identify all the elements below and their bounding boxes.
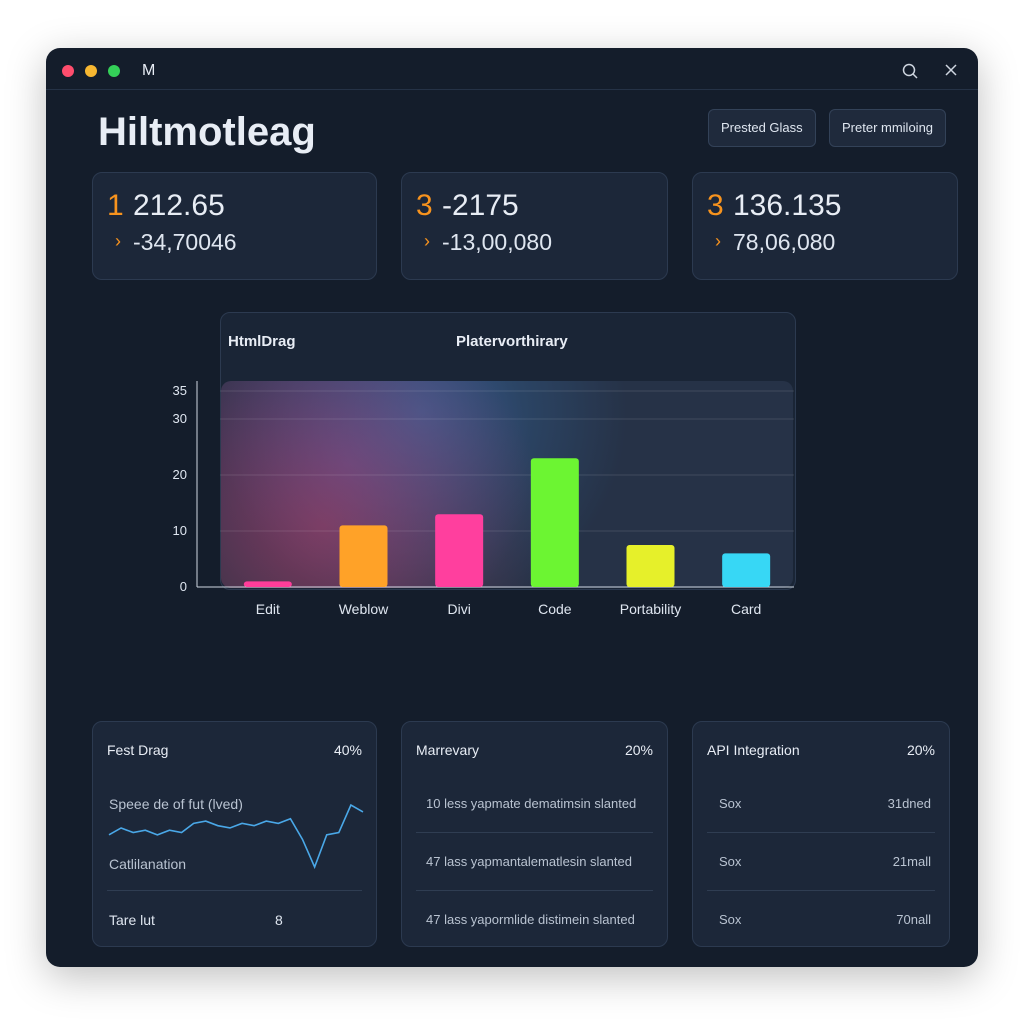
page-title: Hiltmotleag [98, 110, 316, 154]
chart-subtitle: Platervorthirary [456, 333, 568, 350]
stat-value: 136.135 [733, 189, 842, 222]
stat-value: -2175 [442, 189, 519, 222]
close-dot[interactable] [62, 65, 74, 77]
max-dot[interactable] [108, 65, 120, 77]
card-row: Speee de of fut (lved) [109, 796, 243, 812]
card-row: 47 lass yapmantalematlesin slanted [426, 854, 632, 869]
chart-panel [220, 312, 796, 590]
info-card: API Integration 20% Sox 31dned Sox 21mall Sox 7… [692, 721, 950, 947]
row-label: Sox [719, 854, 742, 869]
bar [339, 525, 388, 587]
sep [107, 890, 362, 891]
sep [416, 890, 653, 891]
card-percent: 40% [333, 742, 362, 758]
stat-index: 3 [416, 189, 433, 222]
sparkline-chart [108, 803, 364, 870]
row-value: 70nall [896, 912, 931, 927]
stat-delta: -34,70046 [133, 229, 237, 255]
x-tick-label: Code [538, 601, 572, 617]
stat-arrow-icon: › [424, 231, 430, 251]
stat-delta: -13,00,080 [442, 229, 552, 255]
sep [707, 832, 935, 833]
card-title: Marrevary [416, 742, 480, 758]
y-tick-label: 10 [173, 523, 187, 538]
x-tick-label: Weblow [339, 601, 389, 617]
bar [435, 514, 484, 587]
window-title: M [142, 62, 156, 79]
stat-value: 212.65 [133, 189, 225, 222]
chart-title: HtmlDrag [228, 333, 296, 350]
window-icons [902, 63, 957, 79]
card-title: API Integration [707, 742, 800, 758]
card-row: 10 less yapmate dematimsin slanted [426, 796, 637, 811]
info-card: Fest Drag 40% Speee de of fut (lved) Catlil… [92, 721, 377, 947]
window: M Hiltmotleag Prested Glass Preter mmilo… [46, 48, 978, 967]
sep [707, 890, 935, 891]
stat-card: 3 136.135 › 78,06,080 [692, 172, 958, 280]
row-value: 21mall [892, 854, 931, 869]
card-footer: Tare lut [109, 912, 155, 928]
card-percent: 20% [906, 742, 935, 758]
button[interactable]: Preter mmiloing [829, 109, 947, 147]
chart-glow [221, 381, 793, 588]
bar [626, 545, 675, 587]
x-tick-label: Portability [620, 601, 681, 617]
x-tick-label: Card [731, 601, 761, 617]
button[interactable]: Prested Glass [708, 109, 816, 147]
row-value: 31dned [887, 796, 931, 811]
card-title: Fest Drag [107, 742, 169, 758]
y-tick-label: 20 [173, 467, 187, 482]
bar [530, 458, 579, 587]
y-tick-label: 30 [173, 411, 187, 426]
bar [722, 553, 771, 587]
x-tick-label: Divi [447, 601, 470, 617]
stat-index: 3 [707, 189, 724, 222]
card-footer: 8 [275, 912, 283, 928]
stat-index: 1 [107, 189, 124, 222]
stat-card: 1 212.65 › -34,70046 [92, 172, 377, 280]
bar [243, 581, 292, 587]
sparkline [108, 803, 364, 870]
row-label: Sox [719, 912, 742, 927]
stat-delta: 78,06,080 [733, 229, 836, 255]
info-card: Marrevary 20% 10 less yapmate dematimsin s… [401, 721, 668, 947]
sep [416, 832, 653, 833]
title-bar-divider [46, 89, 978, 90]
row-label: Sox [719, 796, 742, 811]
stat-arrow-icon: › [715, 231, 721, 251]
chart: HtmlDrag Platervorthirary 0 10 20 30 35 Edit W… [173, 333, 794, 617]
card-row: Catlilanation [109, 856, 187, 872]
x-tick-label: Edit [256, 601, 280, 617]
y-tick-label: 0 [180, 579, 187, 594]
card-percent: 20% [624, 742, 653, 758]
y-tick-label: 35 [173, 383, 187, 398]
card-row: 47 lass yapormlide distimein slanted [426, 912, 635, 927]
stat-card: 3 -2175 › -13,00,080 [401, 172, 668, 280]
min-dot[interactable] [85, 65, 97, 77]
stat-arrow-icon: › [115, 231, 121, 251]
